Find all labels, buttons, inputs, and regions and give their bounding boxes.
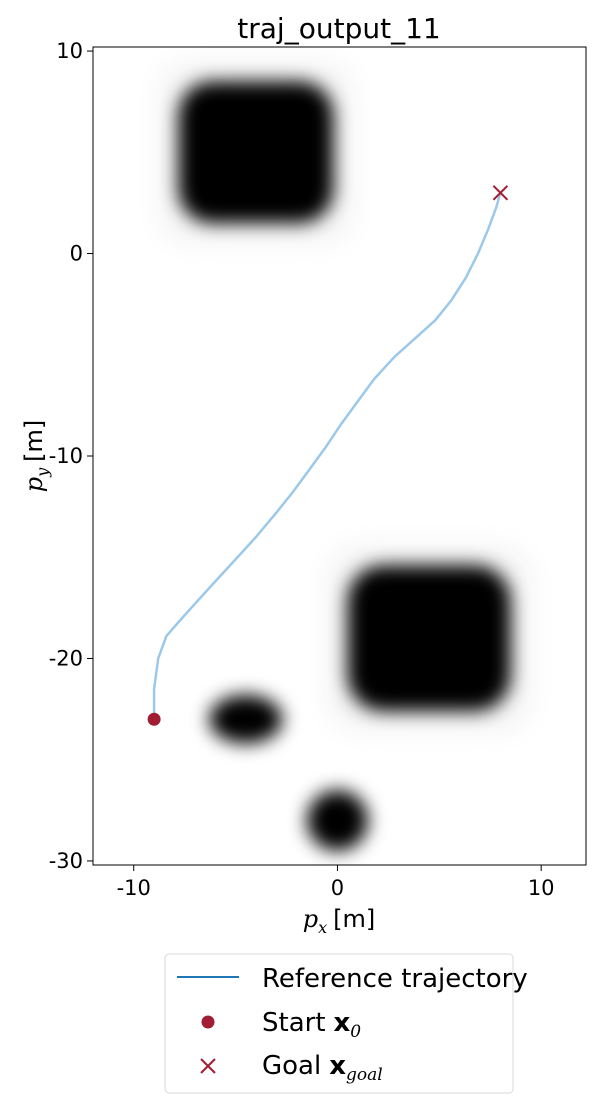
legend-goal-word: Goal xyxy=(262,1051,321,1081)
trajectory-line-0 xyxy=(152,191,502,721)
obstacle-map xyxy=(160,63,529,851)
legend-goal-swatch xyxy=(200,1058,216,1074)
legend-reference-label: Reference trajectory xyxy=(262,964,528,994)
y-tick-label: -30 xyxy=(49,849,83,873)
y-tick-label: 0 xyxy=(70,242,83,266)
y-axis-label: py [m] xyxy=(20,420,52,493)
y-axis-unit: [m] xyxy=(20,420,48,462)
y-tick-label: 10 xyxy=(56,39,83,63)
obstacle-0 xyxy=(178,81,334,224)
x-axis-ticks: -10 0 10 xyxy=(117,865,555,900)
y-tick-label: -10 xyxy=(49,444,83,468)
x-tick-label: -10 xyxy=(117,876,151,900)
x-tick-label: 0 xyxy=(331,876,344,900)
y-axis-ticks: 10 0 -10 -20 -30 xyxy=(49,39,93,873)
legend-start-swatch xyxy=(201,1015,215,1029)
obstacle-1 xyxy=(347,565,511,712)
legend-box xyxy=(164,953,514,1094)
x-axis-unit: [m] xyxy=(333,905,375,933)
legend-start-word: Start xyxy=(262,1008,326,1038)
legend-goal-label: Goal xgoal xyxy=(262,1051,383,1085)
x-axis-label: px [m] xyxy=(303,905,376,937)
x-tick-label: 10 xyxy=(528,876,555,900)
legend-start-label: Start x0 xyxy=(262,1008,361,1042)
legend-goal-symbol: x xyxy=(329,1051,346,1081)
legend-goal-subscript: goal xyxy=(346,1065,383,1085)
x-axis-symbol: p xyxy=(303,905,318,933)
y-tick-label: -20 xyxy=(49,646,83,670)
legend-start-subscript: 0 xyxy=(350,1022,361,1042)
marker-layer xyxy=(147,185,509,726)
start-marker xyxy=(147,712,161,726)
trajectory-layer xyxy=(152,191,502,721)
y-axis-symbol: p xyxy=(20,477,48,492)
legend-start-symbol: x xyxy=(334,1008,351,1038)
obstacle-3 xyxy=(306,790,369,851)
obstacle-2 xyxy=(209,694,283,744)
legend: Reference trajectory Start x0 Goal xgoal xyxy=(164,953,528,1094)
x-axis-subscript: x xyxy=(318,918,327,937)
goal-marker xyxy=(492,185,509,201)
y-axis-subscript: y xyxy=(33,467,52,478)
chart-title: traj_output_11 xyxy=(237,12,440,45)
